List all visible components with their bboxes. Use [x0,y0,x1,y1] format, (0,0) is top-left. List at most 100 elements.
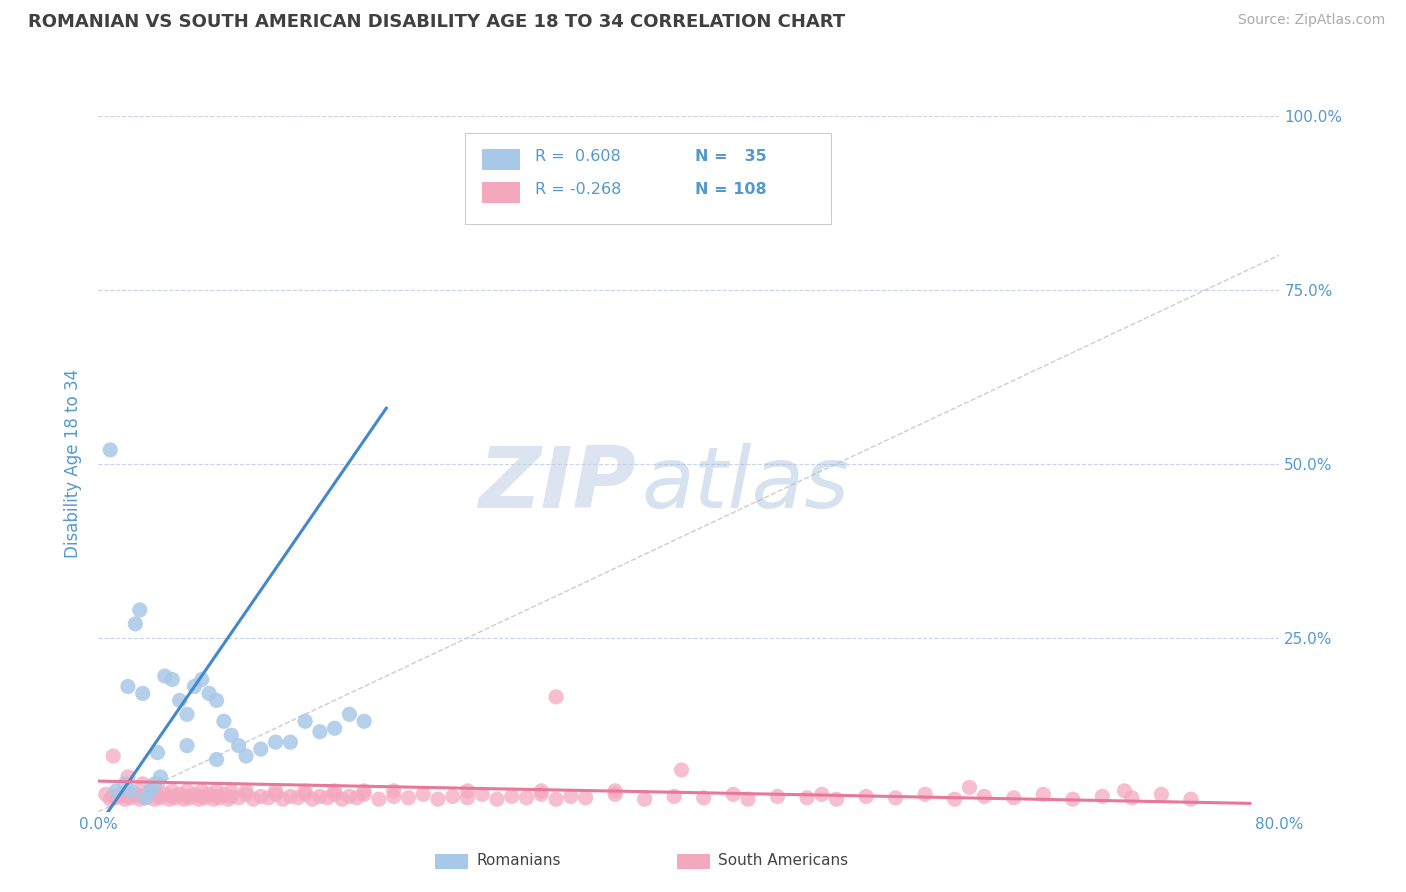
Text: Romanians: Romanians [477,853,561,868]
Point [110,788,132,801]
Point [353,714,375,729]
Point [135,790,157,805]
Point [228,790,250,805]
Point [368,792,391,806]
Point [278,735,302,749]
Point [250,789,273,804]
Point [128,603,150,617]
Point [278,789,302,804]
Point [202,792,225,806]
Point [124,788,146,801]
Point [287,790,309,805]
Point [228,739,250,753]
Point [205,753,228,767]
Point [146,777,169,791]
Point [176,784,198,798]
Point [1150,788,1173,801]
Point [605,784,627,798]
Point [323,788,346,801]
Point [176,789,198,804]
Point [515,790,537,805]
Point [128,792,150,806]
Point [198,788,221,801]
Point [309,789,332,804]
Text: ZIP: ZIP [478,443,636,526]
Point [1002,790,1025,805]
Point [1121,790,1143,805]
Point [323,784,346,798]
Point [146,746,169,760]
Point [1180,792,1202,806]
Point [212,788,235,801]
Point [212,714,235,729]
Point [183,788,205,801]
Point [501,789,523,804]
Point [959,780,981,795]
Point [132,789,155,804]
Point [98,442,121,457]
Point [149,790,172,805]
Point [132,686,155,700]
Point [456,790,478,805]
Point [271,792,294,806]
Point [353,788,375,801]
Point [153,788,176,801]
Point [132,777,155,791]
Point [191,784,214,798]
Point [264,735,287,749]
Point [105,790,128,805]
Point [441,789,464,804]
Point [339,707,360,722]
Point [257,790,280,805]
Point [346,790,368,805]
Point [149,770,172,784]
Point [205,693,228,707]
Point [139,788,162,801]
Point [176,739,198,753]
Point [117,680,139,694]
Point [162,789,183,804]
Bar [678,855,710,870]
Point [546,792,568,806]
Point [664,789,686,804]
Point [173,792,195,806]
Point [191,673,214,687]
Text: R =  0.608: R = 0.608 [536,149,621,164]
Point [693,790,716,805]
Point [162,673,183,687]
Point [219,789,242,804]
Point [219,728,242,742]
Point [183,680,205,694]
Point [235,749,257,764]
Point [884,790,907,805]
Bar [482,182,520,203]
Point [187,792,209,806]
Point [105,784,128,798]
Point [165,790,187,805]
Point [1062,792,1084,806]
Point [294,788,316,801]
Point [323,721,346,735]
Point [157,792,180,806]
Text: ROMANIAN VS SOUTH AMERICAN DISABILITY AGE 18 TO 34 CORRELATION CHART: ROMANIAN VS SOUTH AMERICAN DISABILITY AG… [28,13,845,31]
Point [574,790,596,805]
Text: N = 108: N = 108 [695,181,766,196]
Point [737,792,759,806]
Point [412,788,434,801]
Point [914,788,936,801]
Point [217,792,239,806]
Point [135,790,157,805]
Point [353,784,375,798]
Point [973,789,995,804]
Point [943,792,966,806]
Point [309,724,332,739]
Point [98,792,121,806]
Text: R = -0.268: R = -0.268 [536,181,621,196]
Point [194,790,217,805]
Point [294,784,316,798]
Point [250,742,273,756]
Text: Source: ZipAtlas.com: Source: ZipAtlas.com [1237,13,1385,28]
Point [176,707,198,722]
Point [546,690,568,704]
Point [205,784,228,798]
